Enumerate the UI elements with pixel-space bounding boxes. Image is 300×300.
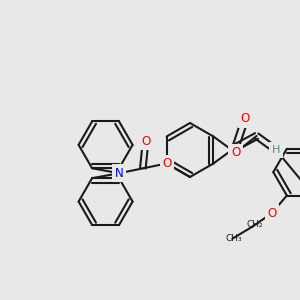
Text: O: O — [240, 112, 250, 125]
Text: N: N — [115, 167, 124, 180]
Text: O: O — [141, 135, 150, 148]
Text: CH₃: CH₃ — [226, 234, 243, 243]
Text: CH₂: CH₂ — [246, 220, 263, 229]
Text: O: O — [231, 146, 240, 159]
Text: O: O — [162, 157, 171, 170]
Text: O: O — [267, 207, 277, 220]
Text: H: H — [272, 145, 280, 155]
